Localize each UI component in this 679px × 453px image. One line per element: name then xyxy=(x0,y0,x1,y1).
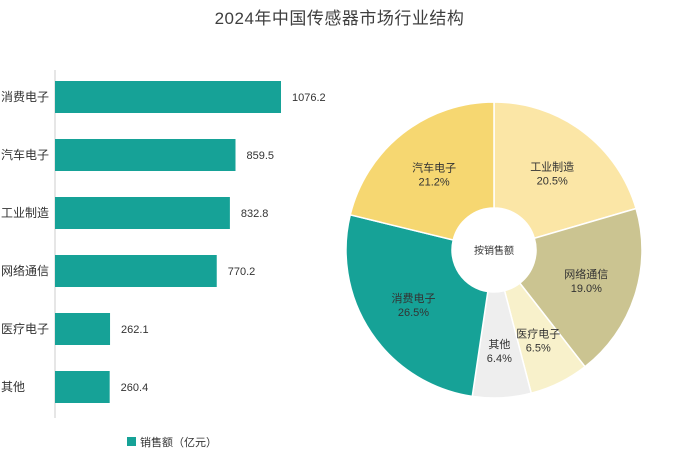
category-label: 工业制造 xyxy=(1,206,49,220)
donut-slice xyxy=(349,101,495,241)
slice-label: 其他 xyxy=(488,338,510,351)
donut-slice xyxy=(345,213,489,398)
slice-percent-label: 26.5% xyxy=(398,307,429,319)
bar xyxy=(55,255,217,287)
value-label: 832.8 xyxy=(241,208,269,220)
category-label: 网络通信 xyxy=(1,263,49,278)
value-label: 262.1 xyxy=(121,324,149,336)
bar-chart: 消费电子 1076.2 汽车电子 859.5 工业制造 832.8 网络通信 770.2 医疗电… xyxy=(1,81,326,403)
donut-chart: 工业制造 20.5% 网络通信 19.0% 医疗电子 6.5% 其他 6.4% 消费电子 26.5… xyxy=(345,101,643,399)
bar xyxy=(55,197,230,229)
bar xyxy=(55,81,281,113)
legend-label: 销售额（亿元） xyxy=(140,435,217,449)
value-label: 770.2 xyxy=(228,266,256,278)
value-label: 859.5 xyxy=(246,150,274,162)
chart-title: 2024年中国传感器市场行业结构 xyxy=(214,9,465,28)
category-label: 医疗电子 xyxy=(1,322,49,336)
slice-percent-label: 21.2% xyxy=(419,177,450,189)
donut-slice xyxy=(493,101,638,240)
category-label: 其他 xyxy=(1,380,25,394)
category-label: 汽车电子 xyxy=(1,147,49,162)
bar-legend: 销售额（亿元） xyxy=(127,435,217,449)
value-label: 1076.2 xyxy=(292,92,326,104)
slice-label: 医疗电子 xyxy=(516,327,560,341)
slice-label: 消费电子 xyxy=(391,291,435,305)
category-label: 消费电子 xyxy=(1,90,49,104)
bar xyxy=(55,313,111,345)
slice-percent-label: 6.5% xyxy=(526,343,551,355)
donut-center-label: 按销售额 xyxy=(474,244,514,257)
slice-percent-label: 20.5% xyxy=(537,175,568,187)
slice-label: 汽车电子 xyxy=(412,161,456,175)
bar xyxy=(55,139,236,171)
slice-percent-label: 19.0% xyxy=(571,283,602,295)
slice-label: 工业制造 xyxy=(530,159,574,173)
value-label: 260.4 xyxy=(121,382,149,394)
legend-swatch xyxy=(127,437,136,446)
bar xyxy=(55,371,110,403)
slice-label: 网络通信 xyxy=(564,267,608,281)
donut-slice xyxy=(518,207,643,368)
slice-percent-label: 6.4% xyxy=(487,353,512,365)
